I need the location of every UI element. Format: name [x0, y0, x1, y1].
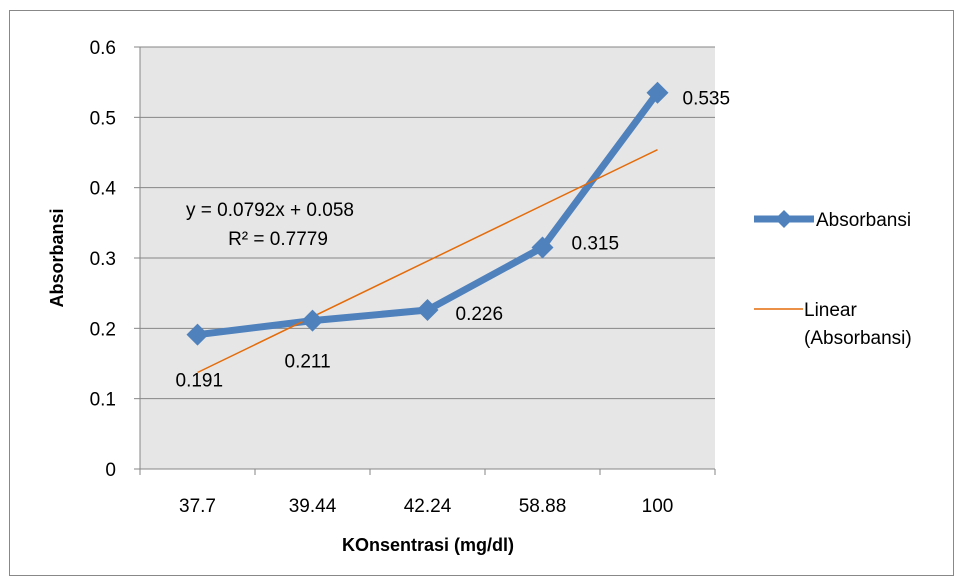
legend: Absorbansi Linear (Absorbansi)	[754, 210, 912, 349]
data-point-marker	[416, 299, 439, 322]
y-tick-label: 0.4	[90, 179, 117, 200]
legend-trend-label-line2: (Absorbansi)	[804, 328, 912, 349]
y-tick-label: 0.5	[90, 108, 116, 129]
y-tick-label: 0.2	[90, 319, 116, 340]
data-label: 0.535	[683, 89, 731, 110]
x-tick-marks	[139, 469, 716, 475]
x-axis-title: KOnsentrasi (mg/dl)	[342, 535, 514, 555]
y-tick-label: 0.6	[90, 38, 116, 59]
x-tick-label: 42.24	[404, 496, 452, 517]
data-label: 0.226	[456, 304, 504, 325]
x-tick-label: 39.44	[289, 496, 337, 517]
y-tick-label: 0.3	[90, 249, 116, 270]
trendline-equation: y = 0.0792x + 0.058	[186, 200, 354, 221]
data-point-marker	[186, 323, 209, 346]
y-tick-label: 0	[105, 460, 116, 481]
data-point-marker	[301, 309, 324, 332]
x-tick-label: 37.7	[179, 496, 216, 517]
gridlines	[134, 46, 715, 470]
y-tick-labels: 0 0.1 0.2 0.3 0.4 0.5 0.6	[90, 38, 117, 481]
series-markers	[186, 81, 669, 346]
x-tick-label: 100	[642, 496, 674, 517]
legend-series-marker	[775, 210, 793, 228]
legend-series-label: Absorbansi	[816, 210, 911, 231]
x-tick-label: 58.88	[519, 496, 567, 517]
data-label: 0.315	[572, 233, 620, 254]
trendline-line	[197, 149, 658, 374]
legend-trend-label-line1: Linear	[804, 300, 857, 321]
x-tick-labels: 37.7 39.44 42.24 58.88 100	[179, 496, 673, 517]
data-point-marker	[531, 236, 554, 259]
trendline-r-squared: R² = 0.7779	[228, 229, 328, 250]
data-point-marker	[646, 81, 669, 104]
y-tick-label: 0.1	[90, 390, 116, 411]
data-label: 0.191	[176, 371, 224, 392]
y-axis-title: Absorbansi	[47, 208, 67, 307]
data-label: 0.211	[285, 352, 331, 373]
data-labels: 0.191 0.211 0.226 0.315 0.535	[176, 89, 731, 392]
trendline-linear	[197, 149, 658, 374]
